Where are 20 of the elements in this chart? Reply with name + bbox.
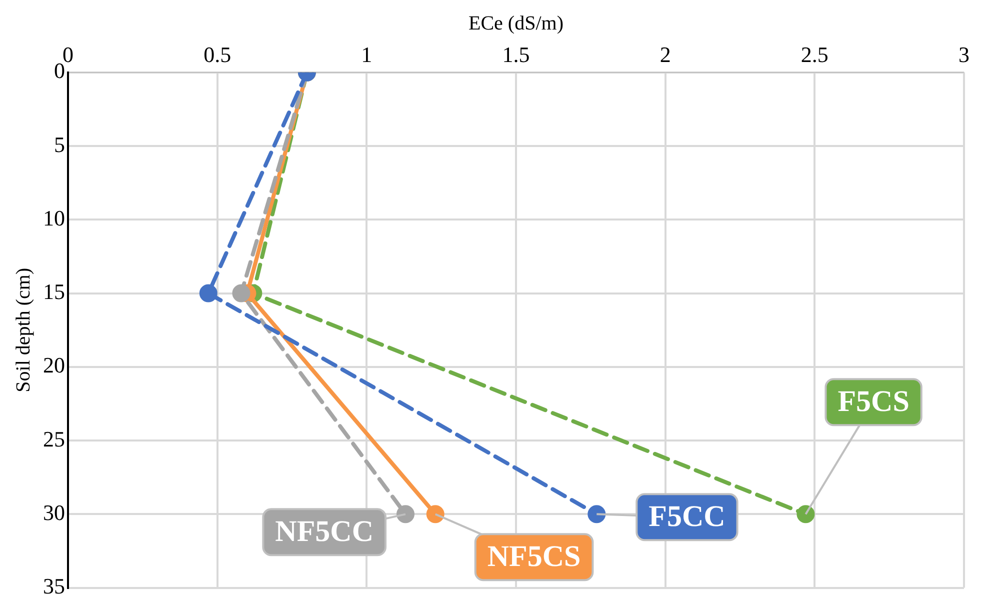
- y-tick-label: 25: [43, 426, 65, 452]
- x-axis-title: ECe (dS/m): [468, 12, 564, 34]
- y-tick-label: 15: [43, 279, 65, 304]
- x-tick-label: 0.5: [204, 42, 232, 67]
- series-label: NF5CS: [487, 540, 581, 573]
- x-tick-label: 1.5: [502, 42, 530, 67]
- y-tick-label: 0: [54, 58, 65, 84]
- text: F5CS: [838, 384, 910, 418]
- series-label: F5CC: [648, 500, 726, 533]
- y-tick-label: 35: [43, 574, 65, 599]
- y-tick-label: 10: [43, 205, 65, 230]
- y-tick-label: 5: [54, 132, 65, 157]
- x-tick-label: 3: [958, 42, 970, 67]
- y-axis-title: Soil depth (cm): [12, 268, 34, 392]
- x-tick-label: 2.5: [800, 42, 828, 67]
- series-label: NF5CC: [275, 514, 374, 548]
- x-tick-label: 1: [361, 42, 372, 67]
- x-tick-label: 2: [660, 42, 671, 67]
- y-tick-label: 20: [43, 352, 65, 378]
- y-tick-label: 30: [43, 500, 65, 525]
